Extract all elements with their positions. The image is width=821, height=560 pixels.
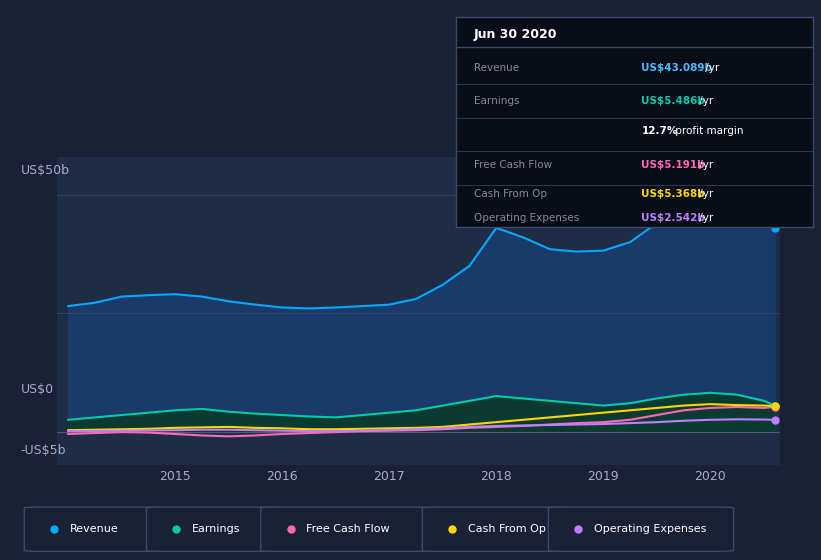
Text: Free Cash Flow: Free Cash Flow	[474, 160, 552, 170]
Text: US$5.368b: US$5.368b	[641, 189, 705, 199]
Text: Cash From Op: Cash From Op	[474, 189, 547, 199]
Text: Cash From Op: Cash From Op	[468, 524, 546, 534]
Text: Free Cash Flow: Free Cash Flow	[306, 524, 390, 534]
Text: /yr: /yr	[696, 189, 713, 199]
Text: /yr: /yr	[702, 63, 719, 73]
Text: US$5.486b: US$5.486b	[641, 96, 705, 106]
Text: 12.7%: 12.7%	[641, 126, 678, 136]
Text: US$5.191b: US$5.191b	[641, 160, 705, 170]
FancyBboxPatch shape	[261, 507, 430, 552]
Text: /yr: /yr	[696, 96, 713, 106]
Text: /yr: /yr	[696, 160, 713, 170]
Text: /yr: /yr	[696, 213, 713, 223]
FancyBboxPatch shape	[146, 507, 277, 552]
Text: profit margin: profit margin	[672, 126, 743, 136]
FancyBboxPatch shape	[25, 507, 158, 552]
Text: Revenue: Revenue	[474, 63, 519, 73]
Text: US$0: US$0	[21, 382, 53, 396]
Text: US$43.089b: US$43.089b	[641, 63, 713, 73]
Text: US$2.542b: US$2.542b	[641, 213, 705, 223]
FancyBboxPatch shape	[548, 507, 734, 552]
Text: Operating Expenses: Operating Expenses	[474, 213, 579, 223]
Text: Earnings: Earnings	[192, 524, 241, 534]
FancyBboxPatch shape	[422, 507, 564, 552]
Text: Earnings: Earnings	[474, 96, 519, 106]
Text: Jun 30 2020: Jun 30 2020	[474, 28, 557, 41]
Text: -US$5b: -US$5b	[21, 444, 66, 458]
Text: Revenue: Revenue	[70, 524, 119, 534]
Text: US$50b: US$50b	[21, 164, 70, 178]
Text: Operating Expenses: Operating Expenses	[594, 524, 707, 534]
